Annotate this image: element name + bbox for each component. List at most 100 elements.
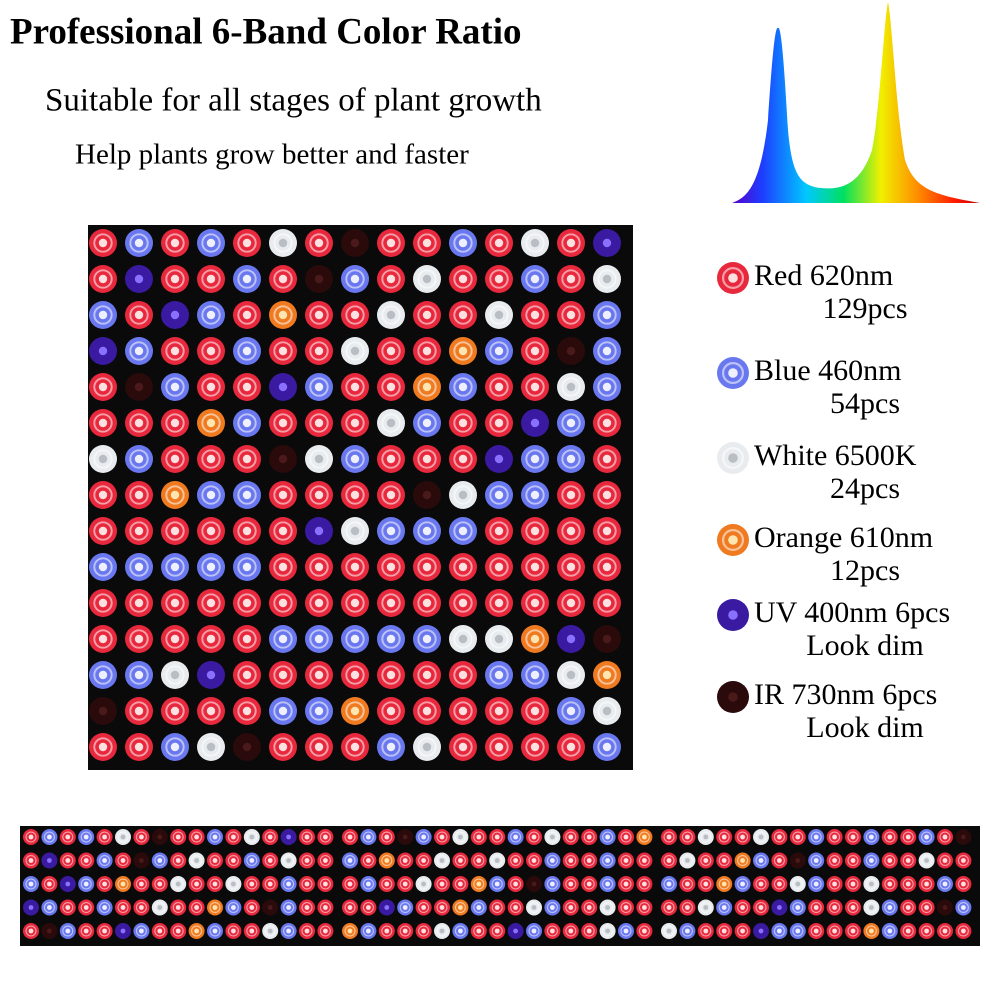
led-ring [165, 233, 185, 253]
led-core [206, 562, 216, 572]
led-core [550, 881, 555, 887]
led-core [961, 881, 966, 887]
led-core [458, 310, 468, 320]
led-ring [597, 305, 617, 325]
led-core [530, 742, 540, 752]
led-ring [957, 925, 969, 937]
led-core [98, 526, 108, 536]
led-core [777, 881, 782, 887]
led-core [550, 905, 555, 910]
led-core [242, 634, 252, 644]
led-ring [344, 925, 356, 937]
led-ring [237, 593, 257, 613]
led-core [530, 598, 540, 608]
led-ring [638, 925, 650, 937]
legend-label: White 6500K [754, 439, 917, 472]
led-core [602, 382, 612, 392]
led-core [323, 905, 328, 910]
led-ring [525, 269, 545, 289]
led-ring [273, 737, 293, 757]
led-core [194, 905, 200, 910]
led-core [47, 928, 52, 934]
led-ring [93, 413, 113, 433]
led-core [439, 881, 445, 887]
led-core [531, 928, 537, 934]
led-ring [663, 878, 675, 890]
led-ring [737, 831, 749, 843]
led-ring [344, 831, 356, 843]
led-core [566, 598, 576, 608]
led-core [758, 858, 764, 863]
led-ring [345, 377, 365, 397]
led-core [314, 742, 324, 752]
led-core [832, 928, 837, 934]
led-ring [663, 831, 675, 843]
led-core [832, 881, 837, 887]
led-core [366, 881, 371, 887]
led-core [605, 881, 610, 887]
led-core [278, 670, 288, 680]
led-ring [201, 449, 221, 469]
led-core [314, 418, 324, 428]
led-ring [93, 521, 113, 541]
led-ring [129, 233, 149, 253]
led-core [206, 310, 216, 320]
led-core [314, 346, 324, 356]
led-ring [62, 901, 74, 914]
led-core [170, 346, 180, 356]
led-ring [309, 737, 329, 757]
led-ring [453, 233, 473, 253]
led-core [134, 274, 144, 284]
led-core [422, 742, 432, 752]
led-core [458, 238, 468, 248]
led-core [905, 858, 911, 863]
led-core [386, 706, 396, 716]
led-ring [957, 901, 969, 914]
led-core [242, 598, 252, 608]
led-core [666, 905, 672, 910]
led-core [531, 834, 537, 840]
led-ring [345, 665, 365, 685]
subtitle: Suitable for all stages of plant growth [45, 83, 542, 119]
led-core [494, 634, 504, 644]
led-ring [620, 901, 632, 914]
led-core [777, 834, 782, 840]
led-ring [525, 341, 545, 361]
led-core [685, 928, 690, 934]
led-ring [93, 377, 113, 397]
led-ring [436, 831, 448, 843]
led-ring [473, 925, 485, 937]
led-ring [773, 854, 785, 867]
led-core [28, 928, 34, 934]
led-core [566, 706, 576, 716]
led-core [206, 382, 216, 392]
led-core [134, 526, 144, 536]
led-core [98, 310, 108, 320]
led-core [458, 881, 463, 887]
led-ring [546, 878, 558, 890]
led-ring [237, 377, 257, 397]
led-core [366, 834, 371, 840]
led-core [350, 490, 360, 500]
led-core [212, 905, 218, 910]
led-ring [345, 593, 365, 613]
led-core [278, 490, 288, 500]
led-core [961, 834, 966, 840]
led-core [642, 858, 647, 863]
led-core [350, 670, 360, 680]
led-core [494, 670, 504, 680]
led-core [586, 858, 592, 863]
led-core [795, 905, 801, 910]
led-ring [237, 665, 257, 685]
led-ring [546, 854, 558, 867]
led-ring [561, 233, 581, 253]
led-core [439, 928, 445, 934]
led-ring [381, 878, 393, 890]
led-core [194, 834, 200, 840]
led-core [323, 928, 328, 934]
led-ring [829, 878, 841, 890]
led-ring [561, 413, 581, 433]
led-ring [602, 831, 614, 843]
led-core [568, 928, 574, 934]
led-core [157, 834, 163, 840]
